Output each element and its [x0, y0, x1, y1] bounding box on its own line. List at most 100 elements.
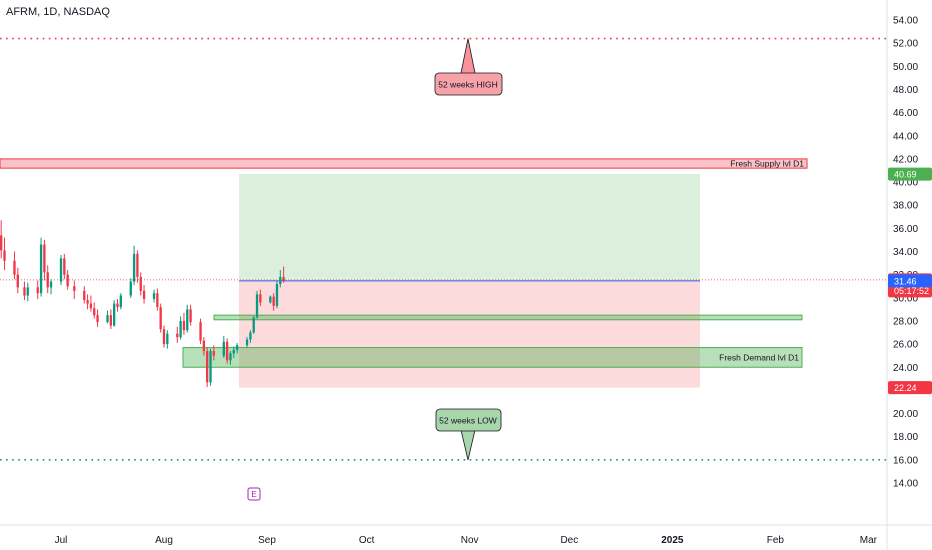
candle-down[interactable]	[176, 333, 179, 338]
price-tag[interactable]	[888, 381, 932, 395]
candle-up[interactable]	[166, 333, 169, 345]
candle-down[interactable]	[13, 260, 16, 275]
candle-down[interactable]	[109, 315, 113, 326]
candle-up[interactable]	[269, 296, 272, 303]
price-tag[interactable]	[888, 274, 932, 288]
price-tag-value: 22.24	[894, 383, 917, 393]
candle-up[interactable]	[229, 353, 232, 361]
price-tick-label: 18.00	[893, 432, 918, 443]
candle-down[interactable]	[136, 253, 139, 277]
candle-up[interactable]	[179, 320, 182, 338]
candle-down[interactable]	[46, 272, 49, 288]
earnings-marker-icon[interactable]	[247, 487, 261, 501]
candle-down[interactable]	[43, 244, 46, 273]
supply-zone-label: Fresh Supply lvl D1	[730, 159, 804, 169]
candle-down[interactable]	[272, 296, 275, 306]
price-tag-countdown: 05:17:52	[894, 286, 929, 296]
candle-down[interactable]	[142, 290, 146, 299]
price-tick-label: 54.00	[893, 16, 918, 27]
candle-up[interactable]	[59, 258, 63, 282]
price-tick-label: 16.00	[893, 455, 918, 466]
candle-down[interactable]	[202, 340, 206, 352]
candle-down[interactable]	[159, 307, 162, 330]
candle-up[interactable]	[232, 349, 235, 354]
symbol-title: AFRM, 1D, NASDAQ	[6, 6, 110, 18]
time-tick-label: Feb	[767, 535, 785, 546]
price-tick-label: 44.00	[893, 131, 918, 142]
candle-down[interactable]	[225, 341, 229, 361]
candle-up[interactable]	[106, 315, 109, 323]
candle-up[interactable]	[245, 339, 249, 346]
candle-up[interactable]	[252, 317, 255, 333]
price-tick-label: 26.00	[893, 340, 918, 351]
candle-up[interactable]	[222, 341, 225, 356]
low-callout-label: 52 weeks LOW	[439, 416, 497, 426]
candle-down[interactable]	[63, 258, 66, 275]
candle-down[interactable]	[156, 293, 159, 308]
callout-pointer	[460, 38, 476, 74]
candle-up[interactable]	[255, 294, 259, 318]
price-tick-label: 48.00	[893, 85, 918, 96]
high-callout-label: 52 weeks HIGH	[438, 80, 498, 90]
price-tick-label: 14.00	[893, 479, 918, 490]
candle-up[interactable]	[39, 244, 43, 294]
time-tick-label: Sep	[258, 535, 276, 546]
price-tick-label: 40.00	[893, 178, 918, 189]
callout-pointer	[460, 429, 476, 460]
candle-down[interactable]	[66, 274, 69, 287]
candle-down[interactable]	[86, 300, 89, 304]
price-tag-value: 40.69	[894, 170, 917, 180]
candle-up[interactable]	[119, 295, 122, 308]
candle-down[interactable]	[36, 287, 39, 294]
low-callout-box[interactable]	[435, 408, 502, 432]
demand-zone-label: Fresh Demand lvl D1	[719, 352, 799, 362]
candle-up[interactable]	[186, 309, 189, 331]
price-tick-label: 34.00	[893, 247, 918, 258]
candle-up[interactable]	[26, 287, 29, 296]
candle-up[interactable]	[132, 253, 136, 282]
candle-down[interactable]	[199, 322, 202, 341]
demand-zone[interactable]	[182, 347, 803, 368]
candle-up[interactable]	[249, 332, 252, 340]
earnings-marker-label: E	[251, 490, 256, 499]
candle-down[interactable]	[83, 290, 86, 301]
candle-down[interactable]	[259, 294, 262, 303]
candle-down[interactable]	[206, 351, 209, 383]
candle-down[interactable]	[96, 315, 99, 323]
candle-down[interactable]	[3, 250, 6, 261]
candle-down[interactable]	[0, 235, 3, 251]
candle-up[interactable]	[49, 281, 53, 288]
candle-down[interactable]	[212, 351, 216, 356]
candle-down[interactable]	[23, 287, 26, 296]
supply-zone[interactable]	[0, 158, 808, 169]
price-tag[interactable]	[888, 167, 932, 181]
time-tick-label: Oct	[359, 535, 375, 546]
demand-zone[interactable]	[213, 314, 803, 321]
price-tick-label: 42.00	[893, 154, 918, 165]
candle-up[interactable]	[112, 303, 116, 326]
candle-down[interactable]	[139, 276, 142, 291]
candle-down[interactable]	[89, 303, 93, 309]
price-tick-label: 28.00	[893, 316, 918, 327]
stop-zone[interactable]	[239, 280, 700, 388]
candle-down[interactable]	[93, 308, 96, 316]
profit-zone[interactable]	[239, 174, 700, 281]
price-tick-label: 30.00	[893, 293, 918, 304]
candle-down[interactable]	[116, 303, 119, 308]
high-callout-box[interactable]	[434, 72, 503, 96]
candle-up[interactable]	[279, 276, 282, 284]
candle-up[interactable]	[235, 345, 239, 350]
candle-up[interactable]	[209, 351, 212, 383]
candle-down[interactable]	[73, 286, 76, 291]
candle-down[interactable]	[16, 274, 19, 288]
candle-down[interactable]	[282, 276, 285, 281]
price-tick-label: 36.00	[893, 224, 918, 235]
candle-up[interactable]	[129, 281, 132, 296]
price-tick-label: 46.00	[893, 108, 918, 119]
candle-up[interactable]	[152, 293, 156, 299]
candle-down[interactable]	[182, 320, 186, 331]
candle-down[interactable]	[162, 329, 166, 345]
candle-up[interactable]	[275, 283, 279, 306]
candle-down[interactable]	[189, 309, 192, 323]
